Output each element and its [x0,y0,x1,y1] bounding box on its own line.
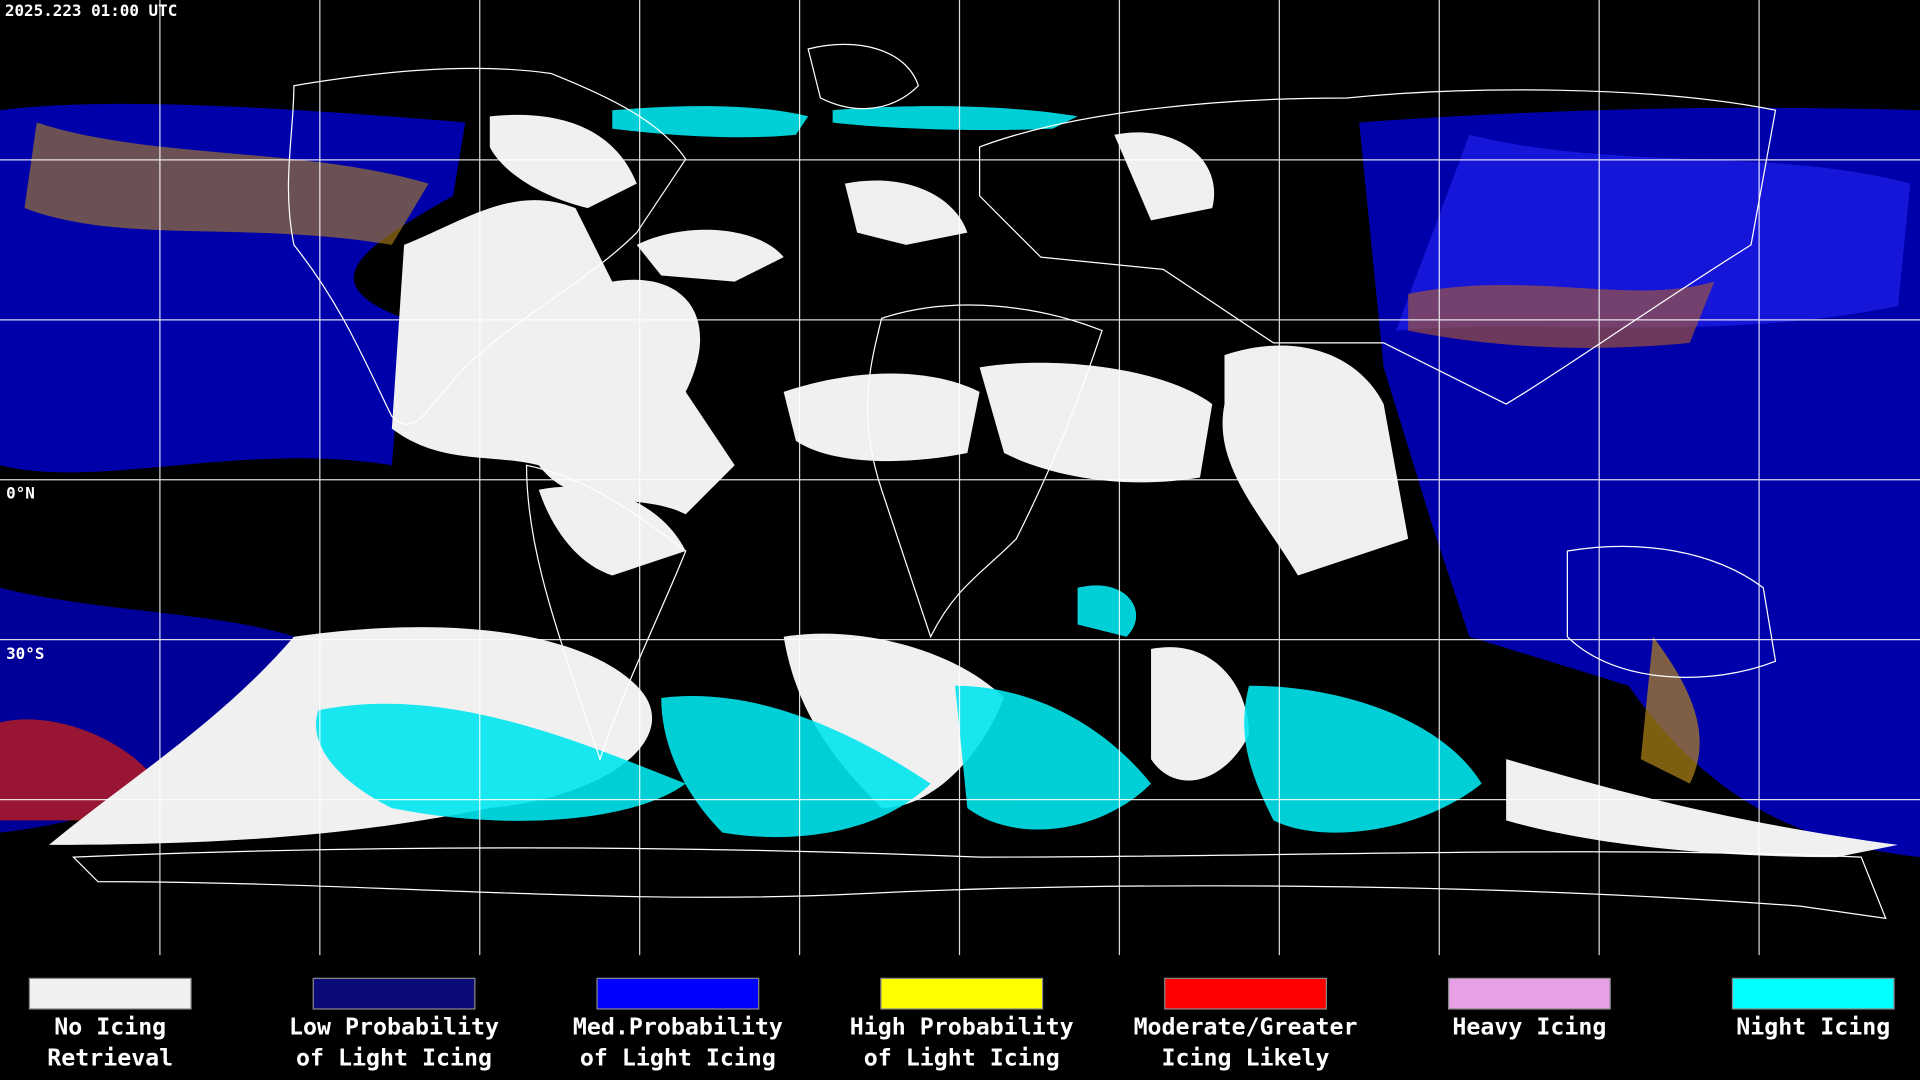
legend: No Icing Retrieval Low Probability of Light… [28,977,1895,1071]
legend-swatch [1164,977,1327,1010]
night-region [0,103,1920,858]
legend-label: of Light Icing [864,1044,1060,1071]
legend-label: High Probability [850,1014,1074,1041]
legend-label: Low Probability [289,1014,499,1041]
legend-swatch [28,977,192,1010]
legend-swatch [1447,977,1611,1010]
legend-label: of Light Icing [296,1044,492,1071]
latitude-label: 0°N [6,483,35,502]
legend-swatch [880,977,1044,1010]
legend-swatch [312,977,476,1010]
map [0,0,1920,956]
legend-label: Retrieval [47,1044,173,1071]
legend-swatch [1731,977,1895,1010]
legend-label: Med.Probability [573,1014,783,1041]
legend-label: Night Icing [1736,1014,1890,1041]
legend-label: Heavy Icing [1452,1014,1606,1041]
latitude-label: 30°S [6,644,44,663]
coastline [72,43,1887,920]
legend-label: of Light Icing [580,1044,776,1071]
timestamp: 2025.223 01:00 UTC [5,1,177,20]
graticule [0,0,1920,956]
legend-swatch [596,977,760,1010]
legend-label: Icing Likely [1162,1044,1330,1071]
legend-label: Moderate/Greater [1134,1014,1358,1041]
legend-label: No Icing [54,1014,166,1041]
night-icing-region [315,106,1482,838]
